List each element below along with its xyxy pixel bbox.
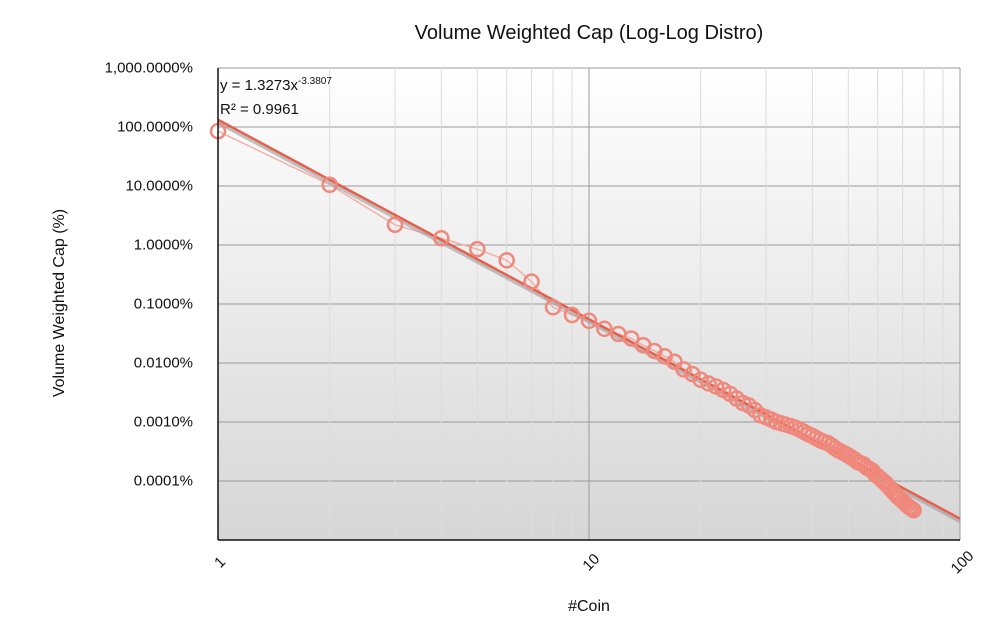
y-axis-label: Volume Weighted Cap (%) [51,208,68,398]
data-point [563,306,581,324]
data-point [623,330,640,347]
chart-title: Volume Weighted Cap (Log-Log Distro) [414,22,764,44]
data-point [580,312,598,330]
data-point [433,230,450,247]
data-point [905,501,922,519]
equation-base: y = 1.3273x [220,77,298,94]
y-tick-label: 100.0000% [117,118,193,136]
y-tick-label: 0.0010% [133,413,193,431]
equation-text: y = 1.3273x-3.3807 [220,70,332,98]
trendline-equation: y = 1.3273x-3.3807 R² = 0.9961 [220,70,332,122]
data-point [700,375,717,392]
grid [217,67,961,541]
y-tick-label: 10.0000% [125,177,193,195]
trendline-path [217,118,961,520]
data-point [523,273,540,290]
y-tick-label: 1,000.0000% [104,59,193,77]
y-tick-label: 1.0000% [133,236,193,254]
equation-exponent: -3.3807 [297,76,332,87]
data-points [209,122,922,519]
y-tick-label: 0.1000% [133,295,193,313]
data-point [675,361,692,378]
data-point [544,299,562,316]
data-point [386,216,404,234]
data-point [596,320,613,338]
data-point [692,371,709,389]
y-tick-label: 0.0001% [133,472,193,490]
y-tick-label: 0.0100% [133,354,193,372]
x-axis-label: #Coin [568,598,610,615]
data-point [321,176,338,193]
data-point [469,240,486,258]
r-squared-text: R² = 0.9961 [220,101,299,118]
data-point [498,252,515,269]
